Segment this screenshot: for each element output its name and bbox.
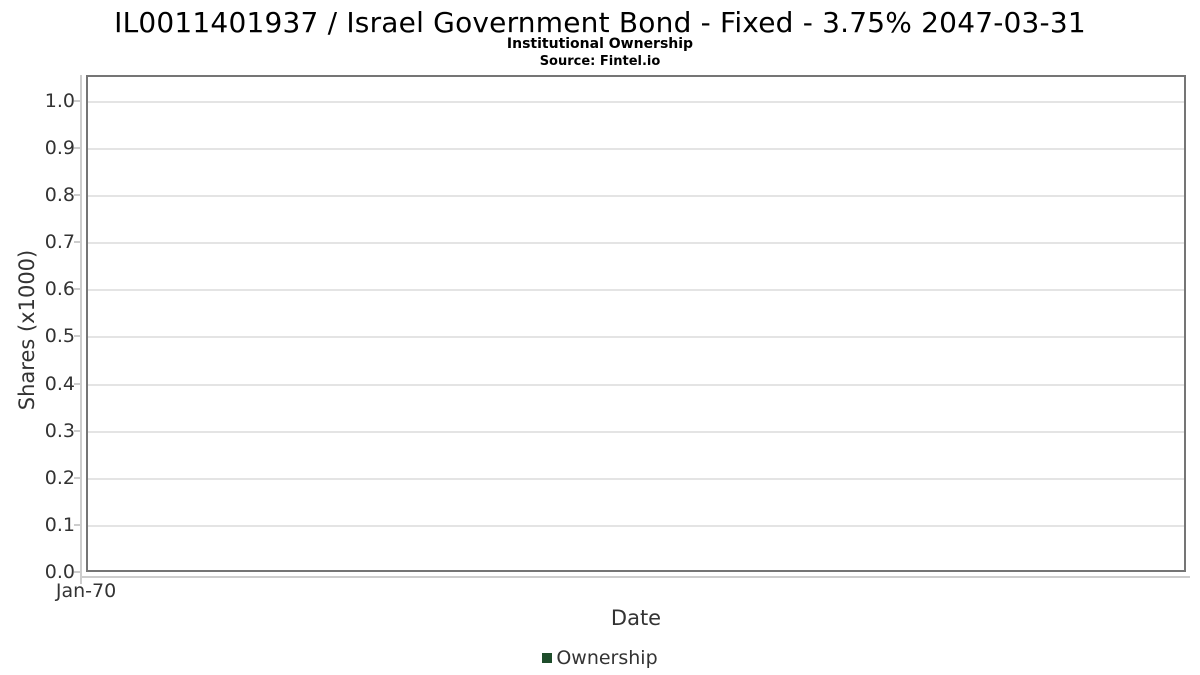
y-tick-label: 0.5 (44, 325, 75, 347)
y-tick-label: 0.3 (44, 420, 75, 442)
y-tick-label: 0.0 (44, 561, 75, 583)
x-axis-title: Date (610, 606, 662, 630)
legend: Ownership (0, 645, 1200, 671)
gridline (88, 101, 1184, 103)
gridline (88, 289, 1184, 291)
y-axis-tick-labels: 0.0 0.1 0.2 0.3 0.4 0.5 0.6 0.7 0.8 0.9 1.0 (0, 0, 75, 675)
chart-title: IL0011401937 / Israel Government Bond - … (114, 6, 1086, 39)
y-tick-mark (74, 524, 81, 526)
x-axis-line (80, 576, 1190, 578)
legend-label: Ownership (556, 647, 658, 669)
y-tick-mark (74, 430, 81, 432)
y-tick-label: 0.7 (44, 231, 75, 253)
y-tick-mark (74, 147, 81, 149)
y-tick-mark (74, 335, 81, 337)
y-tick-mark (74, 100, 81, 102)
chart-source-note: Source: Fintel.io (539, 54, 661, 69)
y-axis-line (80, 75, 82, 584)
gridline (88, 525, 1184, 527)
y-tick-label: 0.8 (44, 184, 75, 206)
y-tick-mark (74, 288, 81, 290)
legend-marker-icon (542, 653, 553, 663)
y-tick-mark (74, 571, 81, 573)
y-tick-mark (74, 194, 81, 196)
y-tick-label: 0.2 (44, 467, 75, 489)
gridline (88, 336, 1184, 338)
legend-item-ownership[interactable]: Ownership (542, 647, 658, 669)
y-tick-label: 1.0 (44, 90, 75, 112)
y-tick-mark (74, 241, 81, 243)
gridline (88, 478, 1184, 480)
y-tick-mark (74, 477, 81, 479)
y-tick-label: 0.1 (44, 514, 75, 536)
gridline (88, 148, 1184, 150)
y-tick-mark (74, 383, 81, 385)
gridline (88, 384, 1184, 386)
gridline (88, 431, 1184, 433)
gridline (88, 242, 1184, 244)
y-tick-label: 0.6 (44, 278, 75, 300)
chart-subtitle: Institutional Ownership (506, 36, 694, 52)
y-tick-label: 0.4 (44, 373, 75, 395)
x-tick-label: Jan-70 (55, 580, 117, 602)
gridline (88, 195, 1184, 197)
plot-area (86, 75, 1186, 572)
y-tick-label: 0.9 (44, 137, 75, 159)
